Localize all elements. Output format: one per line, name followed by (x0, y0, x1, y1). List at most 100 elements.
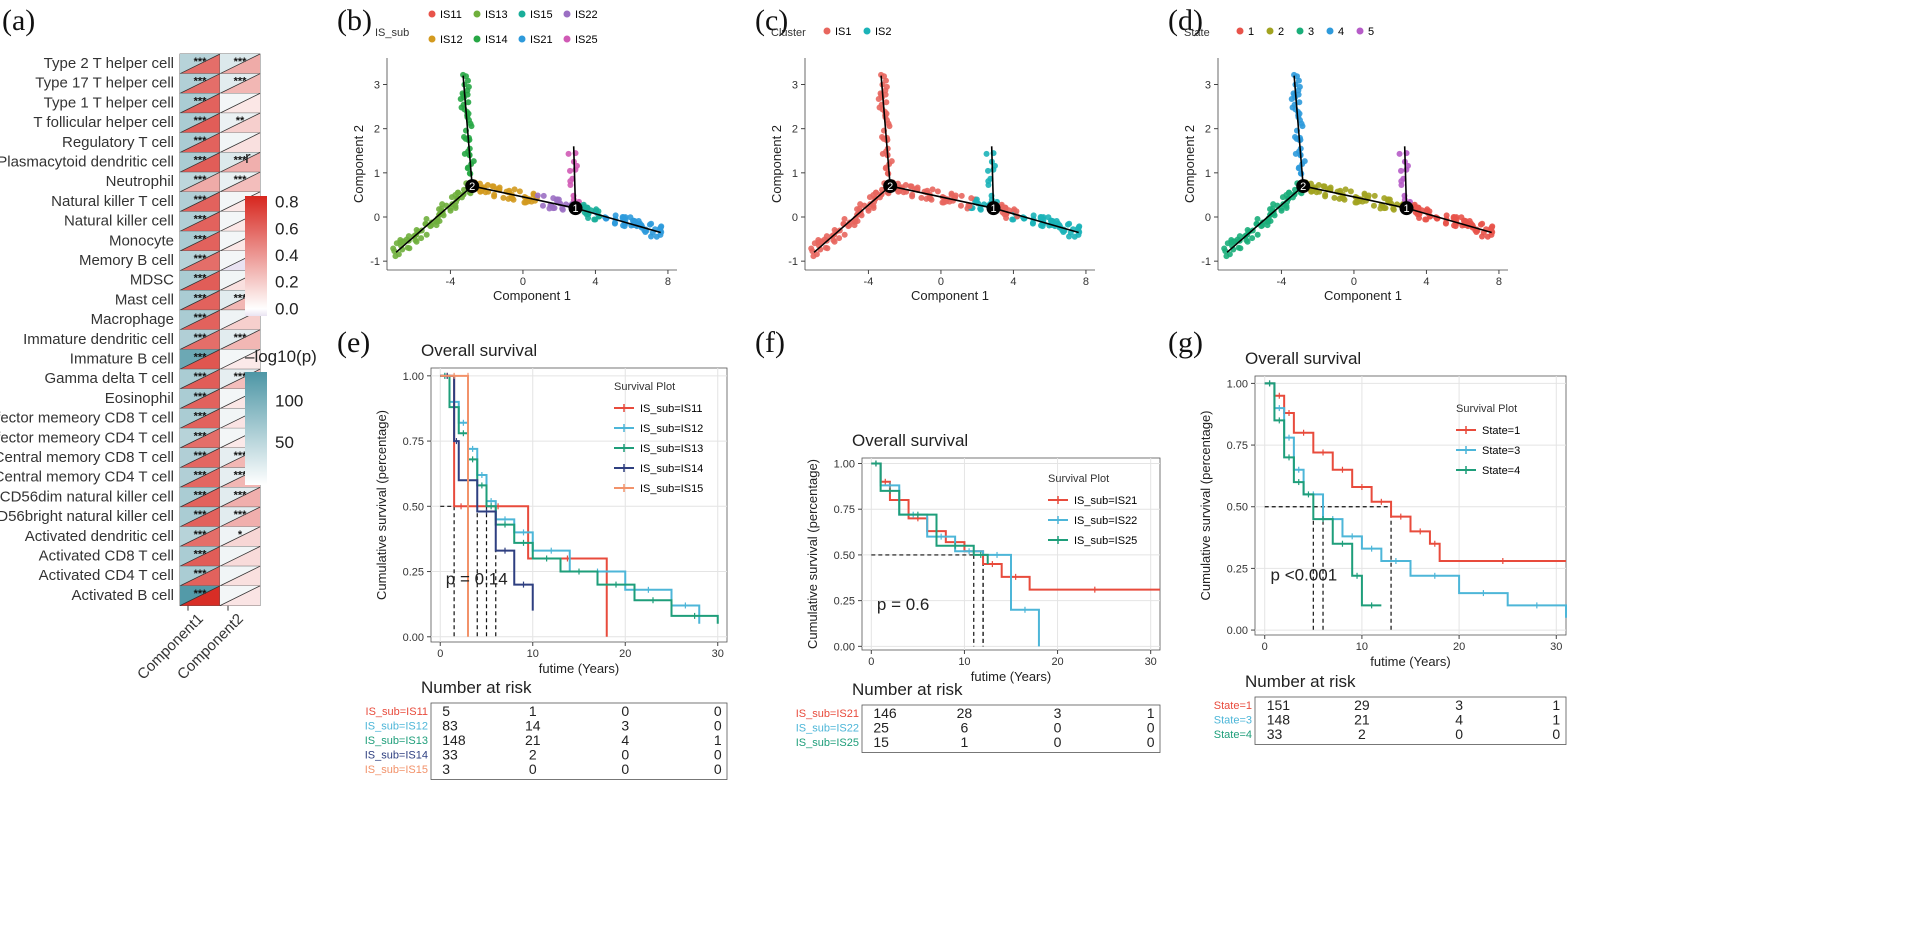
y-axis-title: Cumulative survival (percentage) (805, 459, 820, 649)
cell-point (1398, 178, 1405, 185)
legend-label: IS_sub=IS22 (1074, 515, 1137, 527)
heatmap-row-label: Plasmacytoid dendritic cell (0, 154, 174, 171)
heatmap-significance-stars: *** (194, 509, 208, 521)
x-tick-label: 8 (1083, 276, 1089, 288)
x-tick-label: 4 (1423, 276, 1429, 288)
risk-value: 21 (525, 732, 541, 748)
cell-point (929, 186, 936, 193)
heatmap-cell-pvalue (220, 507, 260, 527)
cell-point (1236, 233, 1243, 240)
survival-title: Overall survival (421, 341, 537, 360)
panel-label-f: (f) (755, 326, 785, 359)
heatmap-cell-diagonal (219, 93, 261, 114)
heatmap-cell-diagonal (219, 546, 261, 567)
heatmap-cell-diagonal (179, 152, 221, 173)
legend-title: State (1184, 27, 1210, 39)
y-tick-label: 0.25 (1227, 563, 1248, 575)
heatmap-significance-stars: *** (234, 470, 248, 482)
cell-point (1289, 104, 1296, 111)
branch-node (1296, 179, 1311, 194)
heatmap-cell-diagonal (179, 171, 221, 193)
risk-value: 1 (714, 732, 722, 748)
heatmap-cell-diagonal (219, 191, 261, 212)
cell-point (882, 77, 889, 84)
heatmap-significance-stars: *** (194, 568, 208, 580)
heatmap-row-label: Natural killer cell (64, 213, 174, 230)
cell-point (1285, 189, 1292, 196)
cell-point (1296, 83, 1303, 90)
legend-dot (473, 10, 481, 18)
heatmap-significance-stars: *** (194, 292, 208, 304)
legend-dot (1326, 27, 1334, 35)
cell-point (1386, 196, 1393, 203)
heatmap-cell-diagonal (219, 585, 261, 606)
p-value-label: p = 0.14 (446, 570, 508, 589)
legend-label: 1 (1248, 26, 1254, 38)
heatmap-cell-diagonal (219, 152, 261, 173)
legend-dot (863, 27, 871, 35)
heatmap-significance-stars: *** (194, 549, 208, 561)
risk-value: 148 (1267, 712, 1291, 728)
cell-point (583, 211, 590, 218)
heatmap-significance-stars: *** (194, 95, 208, 107)
legend-label: IS_sub=IS14 (640, 463, 703, 475)
heatmap-significance-stars: *** (194, 273, 208, 285)
legend-dot (518, 35, 526, 43)
cell-point (572, 166, 579, 173)
heatmap-significance-stars: *** (194, 174, 208, 186)
heatmap-cell-diagonal (179, 408, 221, 429)
risk-row-label: IS_sub=IS11 (366, 706, 428, 718)
legend-r-tick: 0.8 (275, 193, 299, 212)
risk-row-label: IS_sub=IS21 (796, 708, 859, 720)
cell-point (888, 158, 895, 165)
cell-point (1075, 231, 1082, 238)
heatmap-cell-diagonal (219, 349, 261, 370)
cell-point (491, 191, 498, 198)
cell-point (990, 166, 997, 173)
risk-value: 25 (873, 720, 889, 736)
x-tick-label: 10 (527, 648, 539, 660)
x-tick-label: 4 (1010, 276, 1016, 288)
risk-row-label: State=3 (1214, 715, 1252, 727)
trajectory-panel-b: IS_sub IS11 IS13 IS15 IS22 IS12 IS14 IS21 IS25 -4… (351, 9, 677, 303)
heatmap-row-label: Type 1 T helper cell (44, 94, 174, 111)
risk-row-label: State=1 (1214, 700, 1252, 712)
cell-point (395, 251, 402, 258)
cell-point (1066, 220, 1073, 227)
y-tick-label: 1.00 (1227, 378, 1248, 390)
risk-row-label: IS_sub=IS14 (365, 750, 428, 762)
cell-point (539, 202, 546, 209)
trajectory-panel-c: Cluster IS1 IS2 -4 0 4 8 3 2 1 0 -1 Component 1 Compo… (769, 26, 1095, 303)
legend-label: IS1 (835, 26, 852, 38)
heatmap-row-label: Activated B cell (71, 587, 174, 604)
p-value-label: p = 0.6 (877, 595, 929, 614)
risk-value: 146 (873, 705, 897, 721)
cell-point (1370, 202, 1377, 209)
heatmap-significance-stars: *** (234, 489, 248, 501)
trajectory-line (993, 207, 1079, 234)
x-axis-title: futime (Years) (539, 661, 619, 676)
heatmap-significance-stars: *** (194, 56, 208, 68)
trajectory-panel-d: State 1 2 3 4 5 -4 0 4 8 3 2 1 0 -1 Component 1 Componen… (1182, 26, 1508, 303)
heatmap-significance-stars: *** (234, 76, 248, 88)
risk-row-label: IS_sub=IS15 (365, 764, 428, 776)
heatmap-row-label: Immature dendritic cell (23, 331, 174, 348)
x-axis-title: futime (Years) (971, 669, 1051, 684)
risk-value: 1 (529, 703, 537, 719)
branch-node-label: 2 (469, 181, 475, 193)
legend-label: IS13 (485, 9, 508, 21)
heatmap-row-label: Memory B cell (79, 252, 174, 269)
heatmap-row-label: Macrophage (91, 311, 174, 328)
heatmap-cell-diagonal (219, 53, 261, 75)
cell-point (1451, 222, 1458, 229)
risk-value: 0 (621, 761, 629, 777)
legend-dot (428, 10, 436, 18)
legend-label: 2 (1278, 26, 1284, 38)
heatmap-significance-stars: *** (234, 174, 248, 186)
cell-point (813, 251, 820, 258)
y-tick-label: 0.75 (1227, 440, 1248, 452)
y-tick-label: 0 (374, 212, 380, 224)
cell-point (500, 194, 507, 201)
cell-point (985, 178, 992, 185)
